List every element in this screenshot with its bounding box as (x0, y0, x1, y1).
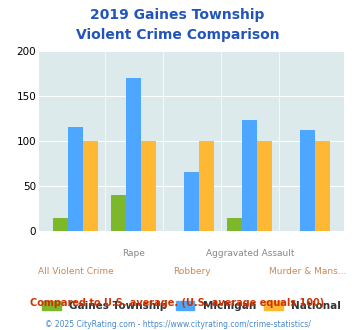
Bar (126, 78, 141, 231)
Bar (53, 217, 68, 231)
Bar (68, 127, 83, 231)
Text: Murder & Mans...: Murder & Mans... (269, 267, 346, 276)
Bar (184, 172, 199, 231)
Text: All Violent Crime: All Violent Crime (38, 267, 114, 276)
Text: Aggravated Assault: Aggravated Assault (206, 249, 294, 258)
Bar (257, 141, 272, 231)
Text: Violent Crime Comparison: Violent Crime Comparison (76, 28, 279, 42)
Text: Rape: Rape (122, 249, 145, 258)
Text: © 2025 CityRating.com - https://www.cityrating.com/crime-statistics/: © 2025 CityRating.com - https://www.city… (45, 320, 310, 329)
Legend: Gaines Township, Michigan, National: Gaines Township, Michigan, National (42, 301, 342, 311)
Text: Compared to U.S. average. (U.S. average equals 100): Compared to U.S. average. (U.S. average … (31, 298, 324, 308)
Bar (242, 120, 257, 231)
Bar (315, 141, 331, 231)
Bar (199, 141, 214, 231)
Bar (300, 130, 315, 231)
Bar (83, 141, 98, 231)
Text: 2019 Gaines Township: 2019 Gaines Township (90, 8, 265, 22)
Bar (141, 141, 156, 231)
Bar (227, 217, 242, 231)
Text: Robbery: Robbery (173, 267, 211, 276)
Bar (111, 195, 126, 231)
